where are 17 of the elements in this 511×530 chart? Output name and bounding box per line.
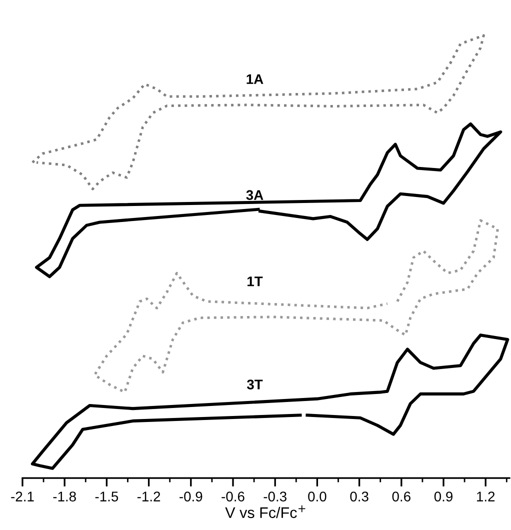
x-axis-title: V vs Fc/Fc$^{+}$: [225, 505, 306, 518]
x-tick-label: -0.3: [264, 492, 286, 502]
x-tick-label: 0.0: [308, 492, 326, 502]
x-tick-label: 0.6: [392, 492, 410, 502]
x-tick-label: 0.3: [350, 492, 368, 502]
series-label: 1A: [246, 74, 264, 84]
series-label: 3A: [246, 190, 264, 200]
x-tick-label: -2.1: [11, 492, 34, 502]
series-label: 3T: [246, 380, 263, 390]
x-tick-label: -0.6: [222, 492, 244, 502]
series-label: 1T: [248, 276, 263, 286]
x-tick-label: -1.8: [53, 492, 76, 502]
x-tick-label: 0.9: [434, 492, 453, 502]
x-tick-label: -0.9: [180, 492, 202, 502]
x-tick-label: -1.2: [137, 492, 160, 502]
x-tick-label: 1.2: [477, 492, 495, 502]
x-tick-label: -1.5: [95, 492, 118, 502]
